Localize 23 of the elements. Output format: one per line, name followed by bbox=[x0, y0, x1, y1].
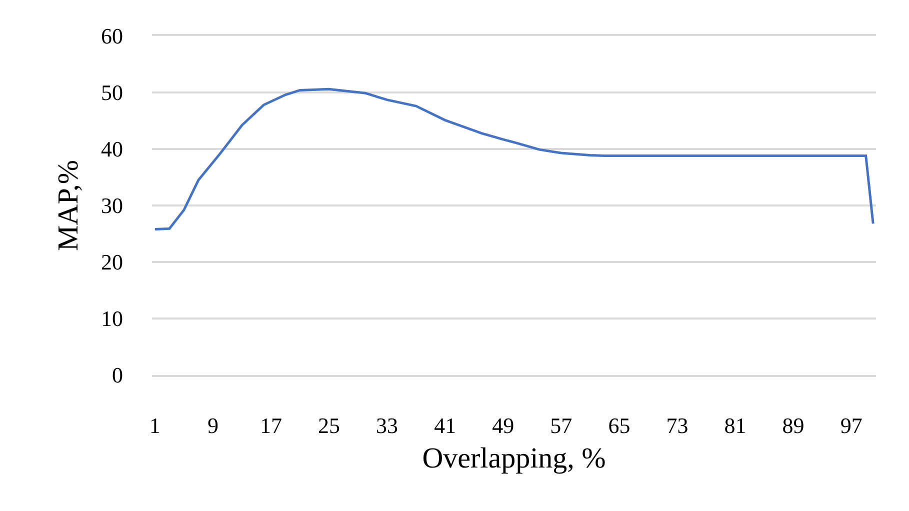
y-tick-label: 0 bbox=[112, 362, 123, 388]
y-tick-label: 40 bbox=[101, 136, 123, 162]
x-tick-label: 89 bbox=[782, 413, 804, 438]
x-axis-title: Overlapping, % bbox=[422, 442, 606, 474]
x-tick-label: 81 bbox=[724, 413, 746, 438]
y-tick-label: 50 bbox=[101, 80, 123, 106]
x-tick-label: 9 bbox=[207, 413, 218, 438]
x-tick-label: 65 bbox=[608, 413, 630, 438]
y-tick-label: 60 bbox=[101, 24, 123, 49]
x-tick-label: 49 bbox=[492, 413, 514, 438]
x-tick-label: 17 bbox=[260, 413, 282, 438]
y-axis-title: MAP,% bbox=[52, 160, 84, 252]
x-tick-label: 41 bbox=[434, 413, 456, 438]
x-tick-label: 57 bbox=[550, 413, 572, 438]
y-tick-label: 30 bbox=[101, 193, 123, 218]
y-tick-label: 20 bbox=[101, 250, 123, 275]
line-series bbox=[154, 88, 874, 230]
x-tick-label: 1 bbox=[149, 413, 160, 438]
x-tick-label: 97 bbox=[840, 413, 862, 438]
x-tick-label: 73 bbox=[666, 413, 688, 438]
x-tick-label: 25 bbox=[318, 413, 340, 438]
x-tick-label: 33 bbox=[376, 413, 398, 438]
y-tick-label: 10 bbox=[101, 306, 123, 332]
